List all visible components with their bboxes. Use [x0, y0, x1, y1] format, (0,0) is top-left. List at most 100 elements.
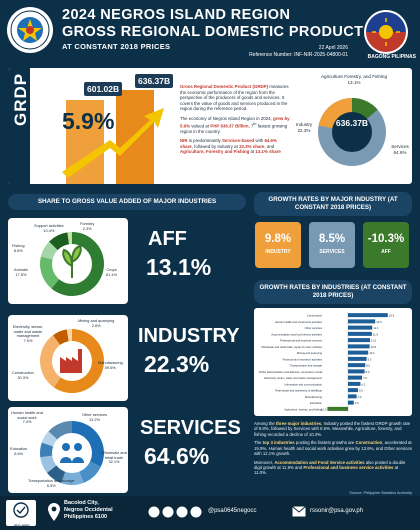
industry-sector-name: INDUSTRY	[138, 325, 240, 347]
certification-icon	[13, 502, 29, 518]
shares-section-title: SHARE TO GROSS VALUE ADDED OF MAJOR INDU…	[8, 194, 246, 210]
category-label: Real estate and ownership of dwellings	[275, 389, 322, 393]
grdp-definition: Gross Regional Domestic Product (GRDP) m…	[180, 84, 289, 112]
grdp-vertical-label: GRDP	[11, 72, 30, 126]
donut-label-industry: Industry 22.3%	[295, 122, 313, 133]
grdp-bars-svg	[62, 90, 164, 184]
growth-bar	[348, 400, 354, 405]
aff-sector-name: AFF	[148, 228, 187, 250]
aff-pie-card: Support activities 10.4% Forestry 2.3% Fis…	[8, 218, 128, 304]
growth-value-label: 2.9	[355, 401, 359, 405]
aff-label-crops: Crops 61.1%	[106, 267, 118, 277]
growth-value-label: 5.0	[359, 389, 363, 393]
sector-row-industry: Electricity, steam, water and waste mana…	[8, 315, 246, 405]
growth-bar	[327, 406, 348, 411]
services-sector-name: SERVICES	[140, 417, 241, 439]
growth-value-label: 19.9	[389, 314, 395, 318]
narrative-p3: Moreover, Accommodation and Food Service…	[254, 459, 406, 476]
plant-icon	[62, 244, 82, 278]
growth-value-label: 6.2	[361, 382, 365, 386]
growth-value-label: 9.3	[368, 357, 372, 361]
growth-bar	[348, 375, 362, 380]
sector-row-aff: Support activities 10.4% Forestry 2.3% Fis…	[8, 218, 246, 308]
grdp-donut-center: 636.37B	[335, 118, 369, 128]
grdp-growth-rate: 5.9%	[62, 108, 115, 134]
donut-label-services: Services 64.6%	[391, 144, 409, 155]
youtube-icon	[190, 506, 202, 518]
release-date: 22 April 2026	[318, 45, 348, 51]
growth-value-label: -10.3	[320, 407, 327, 411]
growth-bar	[348, 344, 370, 349]
grdp-description: Gross Regional Domestic Product (GRDP) m…	[180, 84, 290, 159]
social-handle[interactable]: @psa0645negocc	[208, 508, 257, 514]
page-title-line2: GROSS REGIONAL DOMESTIC PRODUCT	[62, 24, 364, 40]
growth-bar	[348, 338, 370, 343]
iso-label: ISO 9001	[14, 524, 31, 528]
industry-label-manufacturing: Manufacturing 59.6%	[98, 360, 123, 370]
x-twitter-icon	[162, 506, 174, 518]
category-label: Information and communication	[285, 382, 323, 386]
growth-bar	[348, 331, 372, 336]
industry-donut-svg	[39, 329, 105, 393]
category-label: Education	[310, 401, 322, 405]
location-pin-icon	[48, 503, 60, 521]
services-label-other: Other services 13.2%	[82, 412, 108, 422]
reference-number: Reference Number: INF-NIR-2025-04800-01	[249, 52, 348, 58]
people-services-icon	[60, 443, 84, 463]
growth-box-industry: 9.8% INDUSTRY	[255, 222, 301, 268]
industry-label-construction: Construction 30.3%	[12, 370, 34, 380]
category-label: Agriculture, forestry, and fishing	[284, 407, 322, 411]
grdp-card: GRDP 601.02B 636.37B 5.9% Gross Regional…	[8, 68, 412, 184]
category-label: Public administration and defense; compu…	[259, 370, 323, 374]
category-label: Other services	[305, 326, 323, 330]
industry-sector-share: 22.3%	[144, 351, 210, 377]
narrative-text: Among the three major industries, Indust…	[254, 421, 412, 479]
growth-bar	[348, 356, 367, 361]
category-label: Construction	[307, 314, 323, 318]
industry-label-electricity: Electricity, steam, water and waste mana…	[12, 324, 44, 343]
psa-seal-icon	[7, 7, 53, 53]
growth-value-label: 4.3	[358, 395, 362, 399]
growth-box-aff: -10.3% AFF	[363, 222, 409, 268]
growth-bar	[348, 388, 358, 393]
growth-bar	[348, 381, 361, 386]
growth-industries-chart: Construction 19.9 Human health and social …	[254, 308, 412, 416]
sector-row-services: Human health and social work 7.4% Other s…	[8, 407, 246, 497]
footer-address: Bacolod City, Negros Occidental Philippi…	[64, 500, 113, 520]
category-label: Manufacturing	[305, 395, 323, 399]
email-address[interactable]: rssonir@psa.gov.ph	[310, 508, 364, 514]
services-label-health: Human health and social work 7.4%	[11, 410, 43, 425]
donut-label-aff: Agriculture Forestry, and Fishing 13.1%	[320, 74, 388, 85]
category-label: Financial and insurance activities	[283, 357, 323, 361]
grdp-bar-chart: 601.02B 636.37B 5.9%	[32, 68, 182, 184]
factory-icon	[60, 349, 82, 373]
growth-bar	[348, 350, 369, 355]
growth-bar	[348, 313, 388, 318]
growth-value-label: 10.1	[369, 351, 375, 355]
category-label: Mining and quarrying	[297, 351, 323, 355]
growth-value-label: 11.9	[373, 332, 379, 336]
grdp-donut-svg	[318, 97, 386, 166]
facebook-icon	[148, 506, 160, 518]
growth-value-label: 8.3	[366, 370, 370, 374]
category-label: Wholesale and retail trade; repair of mo…	[261, 345, 322, 349]
aff-label-support: Support activities 10.4%	[34, 223, 64, 233]
category-label: Transportation and storage	[290, 364, 323, 368]
growth-industries-svg: Construction 19.9 Human health and social …	[259, 312, 395, 412]
growth-bar	[348, 369, 365, 374]
grdp-growth-paragraph: The economy of Negros Island Region in 2…	[180, 115, 290, 134]
growth-value-label: 7.0	[363, 376, 367, 380]
category-label: Professional and business services	[280, 339, 323, 343]
narrative-p1: Among the three major industries, Indust…	[254, 421, 411, 437]
social-media-icons[interactable]	[148, 506, 208, 518]
growth-arrow-icon	[62, 108, 164, 178]
growth-box-services: 8.5% SERVICES	[309, 222, 355, 268]
page-subtitle: AT CONSTANT 2018 PRICES	[62, 42, 171, 51]
services-label-trade: Wholesale and retail trade 32.1%	[101, 450, 127, 465]
growth-bar	[348, 325, 373, 330]
services-sector-share: 64.6%	[144, 443, 210, 469]
footer: ISO 9001 Bacolod City, Negros Occidental…	[0, 496, 420, 530]
instagram-icon	[176, 506, 188, 518]
growth-value-label: 12.1	[373, 326, 379, 330]
